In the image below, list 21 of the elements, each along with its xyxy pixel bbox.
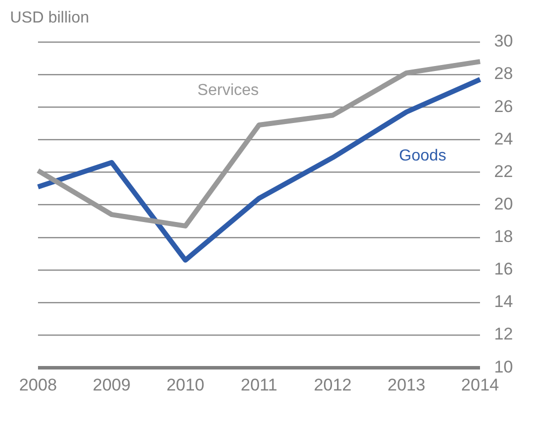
x-tick-label: 2014 bbox=[461, 375, 500, 394]
x-tick-label: 2008 bbox=[19, 375, 57, 394]
x-tick-label: 2012 bbox=[314, 375, 352, 394]
y-tick-label: 18 bbox=[494, 227, 514, 246]
y-tick-label: 30 bbox=[494, 32, 514, 51]
y-tick-label: 12 bbox=[494, 324, 514, 344]
y-tick-label: 24 bbox=[494, 129, 514, 148]
x-tick-label: 2010 bbox=[166, 375, 204, 394]
x-tick-label: 2011 bbox=[240, 375, 278, 394]
y-tick-label: 10 bbox=[494, 357, 514, 376]
series-label: Services bbox=[197, 82, 259, 100]
y-tick-label: 22 bbox=[494, 162, 514, 181]
series-label: Goods bbox=[399, 147, 446, 164]
x-tick-label: 2009 bbox=[92, 375, 131, 394]
y-axis-title: USD billion bbox=[10, 9, 90, 26]
y-tick-label: 20 bbox=[494, 194, 514, 214]
y-tick-label: 28 bbox=[494, 64, 514, 84]
y-tick-label: 26 bbox=[494, 96, 514, 116]
x-tick-label: 2013 bbox=[387, 375, 426, 394]
y-tick-label: 14 bbox=[494, 292, 514, 312]
y-tick-label: 16 bbox=[494, 260, 514, 279]
